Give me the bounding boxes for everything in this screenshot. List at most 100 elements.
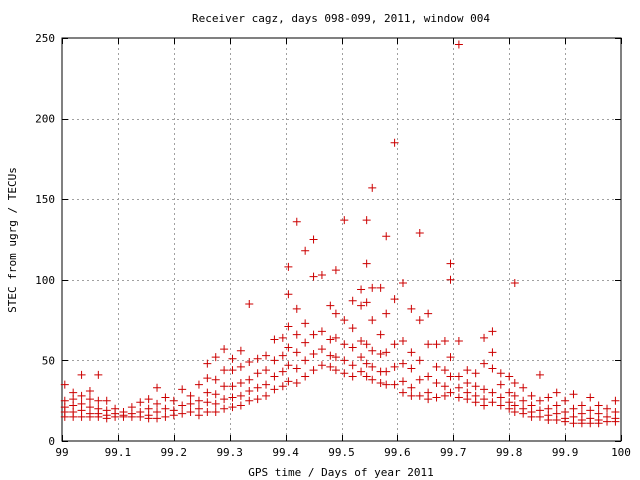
data-point — [270, 385, 279, 394]
data-point — [220, 366, 229, 375]
data-point — [415, 316, 424, 325]
data-point — [186, 399, 195, 408]
data-point — [77, 412, 86, 421]
data-point — [136, 398, 145, 407]
data-point — [77, 370, 86, 379]
data-point — [144, 395, 153, 404]
data-point — [309, 366, 318, 375]
data-point — [284, 377, 293, 386]
grid-lines — [62, 38, 621, 441]
data-point — [535, 412, 544, 421]
data-point — [236, 391, 245, 400]
data-point — [390, 295, 399, 304]
data-point — [94, 412, 103, 421]
data-point — [309, 235, 318, 244]
data-point — [496, 369, 505, 378]
x-tick-label: 100 — [611, 446, 631, 459]
data-point — [471, 398, 480, 407]
y-tick-labels: 0 50 100 150 200 250 — [35, 32, 55, 448]
data-point — [382, 232, 391, 241]
data-point — [85, 412, 94, 421]
data-point — [253, 369, 262, 378]
data-point — [245, 358, 254, 367]
data-point — [454, 383, 463, 392]
data-point — [510, 378, 519, 387]
data-point — [153, 399, 162, 408]
x-tick-label: 99.4 — [272, 446, 299, 459]
data-point — [270, 356, 279, 365]
data-point — [278, 351, 287, 360]
data-point — [245, 375, 254, 384]
data-point — [220, 382, 229, 391]
data-point — [94, 370, 103, 379]
data-point — [203, 359, 212, 368]
data-point — [488, 364, 497, 373]
data-point — [368, 346, 377, 355]
data-point — [60, 380, 69, 389]
data-point — [270, 372, 279, 381]
data-point — [480, 333, 489, 342]
data-point — [169, 396, 178, 405]
data-point — [463, 366, 472, 375]
x-tick-label: 99.3 — [216, 446, 243, 459]
data-point — [178, 409, 187, 418]
data-point — [194, 396, 203, 405]
data-point — [535, 396, 544, 405]
data-point — [440, 382, 449, 391]
data-point — [362, 372, 371, 381]
data-point — [527, 391, 536, 400]
data-point — [262, 391, 271, 400]
data-point — [331, 333, 340, 342]
data-point — [415, 391, 424, 400]
data-point — [505, 404, 514, 413]
data-point — [331, 309, 340, 318]
data-point — [480, 401, 489, 410]
data-point — [362, 259, 371, 268]
data-point — [496, 401, 505, 410]
data-point — [407, 383, 416, 392]
data-point — [301, 372, 310, 381]
data-point — [510, 279, 519, 288]
data-point — [236, 401, 245, 410]
data-point — [454, 337, 463, 346]
data-point — [454, 372, 463, 381]
data-point — [203, 398, 212, 407]
data-point — [102, 414, 111, 423]
data-point — [586, 406, 595, 415]
data-point — [407, 348, 416, 357]
data-point — [432, 378, 441, 387]
x-tick-label: 99 — [55, 446, 68, 459]
data-point — [552, 388, 561, 397]
data-point — [505, 372, 514, 381]
data-point — [245, 299, 254, 308]
data-point — [292, 330, 301, 339]
x-tick-label: 99.1 — [105, 446, 132, 459]
data-point — [228, 403, 237, 412]
data-point — [309, 349, 318, 358]
y-tick-label: 100 — [35, 274, 55, 287]
data-point — [398, 377, 407, 386]
data-point — [245, 396, 254, 405]
y-tick-label: 250 — [35, 32, 55, 45]
x-tick-label: 99.7 — [440, 446, 467, 459]
data-point — [519, 396, 528, 405]
data-point — [446, 388, 455, 397]
data-point — [362, 298, 371, 307]
data-point — [368, 362, 377, 371]
data-point — [340, 356, 349, 365]
data-point — [376, 283, 385, 292]
data-point — [357, 353, 366, 362]
data-point — [194, 411, 203, 420]
data-point — [331, 266, 340, 275]
plot-frame — [61, 37, 622, 442]
data-point — [136, 412, 145, 421]
data-point — [594, 419, 603, 428]
data-point — [577, 401, 586, 410]
data-point — [440, 366, 449, 375]
data-point — [178, 385, 187, 394]
data-point — [220, 404, 229, 413]
data-point — [253, 354, 262, 363]
data-point — [488, 348, 497, 357]
data-point — [357, 285, 366, 294]
